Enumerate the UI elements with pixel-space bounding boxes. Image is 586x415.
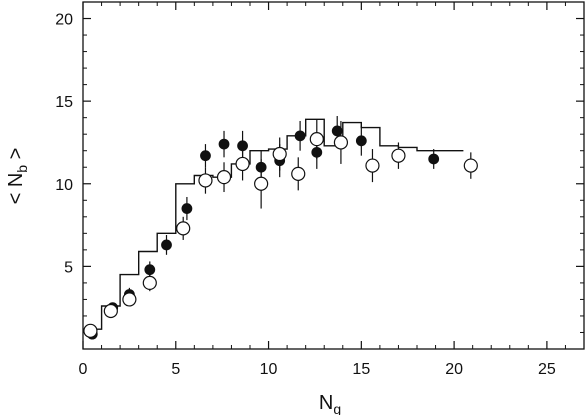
y-tick-label-3: 20 [55,12,73,29]
open-point [235,156,250,172]
filled-point [181,203,193,214]
open-point [463,158,478,173]
open-point [365,158,380,173]
x-tick-label-5: 25 [538,361,556,378]
filled-series-group [86,116,440,340]
open-point [309,132,324,147]
open-point [216,170,232,185]
open-point [391,148,406,163]
open-point [142,275,157,291]
open-point [291,166,306,181]
axis-ticks: 0 5 10 15 20 25 5 10 15 20 [55,2,585,378]
open-point [103,303,118,319]
open-point [333,135,349,150]
filled-point [355,135,367,147]
open-point [83,323,98,338]
step-line-group [83,118,464,330]
open-point [272,146,287,162]
y-tick-label-0: 5 [64,259,73,276]
x-tick-label-0: 0 [79,361,88,378]
filled-point [144,264,156,276]
open-point [122,292,137,307]
x-tick-label-4: 20 [445,361,463,378]
filled-point [428,153,440,165]
plot-area-frame [82,1,585,350]
filled-point [200,150,211,162]
y-axis-label: < Nb > [5,148,30,205]
open-point [198,173,213,188]
filled-point [218,138,230,150]
open-point [254,176,269,191]
filled-point [294,130,306,142]
x-tick-label-3: 15 [352,361,370,378]
x-tick-label-2: 10 [260,361,278,378]
open-series-group [83,119,478,338]
filled-point [331,125,343,137]
y-tick-label-2: 15 [55,94,73,111]
x-axis-label: Ng [319,392,341,415]
step-line [83,118,464,330]
y-tick-label-1: 10 [55,177,73,194]
filled-point [161,239,172,251]
x-tick-label-1: 5 [171,361,180,378]
open-point [176,221,191,236]
